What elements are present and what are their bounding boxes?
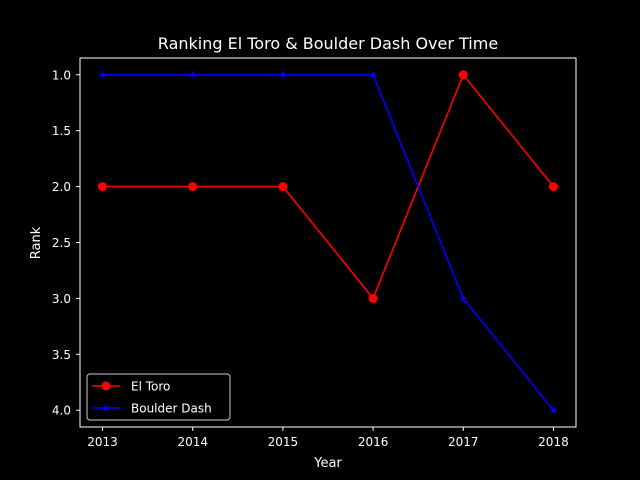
legend-label-boulder-dash: Boulder Dash (131, 402, 212, 416)
series-line-boulder-dash (102, 73, 555, 411)
data-point-boulder-dash (369, 70, 378, 79)
data-point-boulder-dash (278, 70, 287, 79)
y-tick-label: 4.0 (52, 404, 71, 418)
y-tick-label: 3.0 (52, 292, 71, 306)
x-tick-label: 2017 (448, 435, 479, 449)
y-tick-label: 2.5 (52, 236, 71, 250)
data-point-el-toro (98, 182, 108, 192)
data-point-boulder-dash (459, 294, 468, 302)
data-point-boulder-dash (98, 70, 107, 79)
data-point-el-toro (458, 70, 468, 80)
data-point-el-toro (548, 182, 558, 192)
legend-marker-boulder-dash (102, 403, 110, 412)
y-tick-label: 3.5 (52, 348, 71, 362)
series-line-el-toro (102, 73, 555, 300)
x-tick-label: 2015 (268, 435, 299, 449)
data-point-boulder-dash (549, 406, 558, 414)
x-tick-label: 2013 (87, 435, 118, 449)
legend-box (86, 373, 231, 421)
data-point-el-toro (368, 293, 378, 303)
y-axis: 1.0 1.5 2.0 2.5 3.0 3.5 4.0 (52, 68, 80, 418)
x-tick-label: 2016 (358, 435, 389, 449)
y-axis-label: Rank (29, 226, 44, 259)
legend-label-el-toro: El Toro (131, 380, 170, 394)
y-tick-label: 1.5 (52, 124, 71, 138)
y-tick-label: 2.0 (52, 180, 71, 194)
x-axis: 2013 2014 2015 2016 2017 2018 (87, 427, 569, 449)
x-tick-label: 2014 (177, 435, 208, 449)
legend-marker-el-toro (101, 381, 111, 391)
x-tick-label: 2018 (538, 435, 569, 449)
data-point-el-toro (278, 182, 288, 192)
data-point-boulder-dash (188, 70, 197, 79)
chart-title: Ranking El Toro & Boulder Dash Over Time (158, 34, 498, 53)
plot-area (98, 70, 558, 414)
legend: El Toro Boulder Dash (86, 373, 231, 421)
x-axis-label: Year (313, 456, 342, 471)
y-tick-label: 1.0 (52, 68, 71, 82)
data-point-el-toro (188, 182, 198, 192)
